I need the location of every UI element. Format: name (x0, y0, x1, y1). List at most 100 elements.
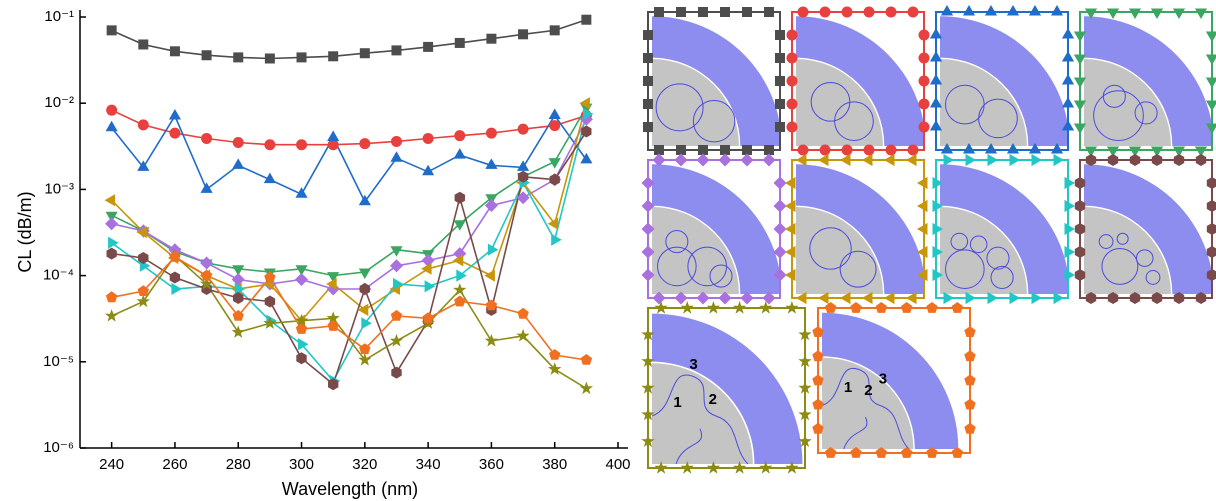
marker (918, 75, 930, 87)
marker (643, 99, 653, 109)
series-line (110, 114, 588, 204)
marker (1205, 54, 1216, 65)
marker (1061, 97, 1075, 108)
data-point (517, 160, 530, 171)
x-tick-label: 380 (542, 456, 567, 473)
marker (964, 374, 976, 386)
marker (773, 222, 787, 236)
marker (1129, 154, 1141, 166)
marker (1073, 123, 1087, 134)
marker (798, 407, 812, 421)
data-point (232, 310, 244, 321)
data-point (327, 130, 340, 141)
marker (984, 143, 998, 154)
marker (932, 199, 943, 213)
data-point (199, 277, 214, 290)
data-point (264, 271, 276, 283)
data-point (326, 311, 340, 324)
marker (759, 461, 773, 474)
data-point (136, 294, 150, 308)
data-point (327, 139, 339, 151)
data-point (453, 283, 467, 296)
marker (987, 153, 998, 167)
data-point (168, 109, 181, 120)
marker (932, 245, 943, 259)
marker (862, 153, 873, 167)
core-boundary (651, 374, 749, 465)
marker (1031, 153, 1042, 167)
marker (1064, 222, 1075, 236)
x-tick-label: 260 (162, 456, 187, 473)
marker (785, 268, 796, 282)
data-point (232, 137, 244, 149)
marker (918, 52, 930, 64)
marker (718, 153, 732, 167)
series-line (111, 255, 587, 361)
inset-panel (641, 153, 787, 305)
marker (1194, 8, 1208, 19)
marker (1031, 291, 1042, 305)
marker (1050, 5, 1064, 16)
data-point (200, 182, 213, 193)
data-point (169, 271, 181, 284)
marker (1173, 292, 1185, 304)
inset-panel (785, 153, 928, 305)
marker (643, 53, 653, 63)
data-point (453, 220, 466, 231)
marker (1061, 120, 1075, 131)
marker (1074, 269, 1086, 281)
marker (785, 222, 796, 236)
marker (641, 268, 655, 282)
cladding (940, 59, 1027, 147)
inset-geometry (940, 16, 1068, 147)
data-point (233, 292, 244, 304)
data-point (579, 97, 590, 110)
marker (764, 145, 774, 155)
marker (786, 75, 798, 87)
data-point (294, 313, 309, 327)
marker (654, 145, 664, 155)
core-tube (1145, 270, 1161, 285)
data-point (263, 172, 276, 184)
core-tube (657, 246, 697, 287)
data-point (456, 269, 467, 282)
marker (940, 5, 954, 16)
data-point (105, 211, 118, 223)
marker (759, 301, 773, 314)
marker (964, 326, 976, 337)
x-tick-label: 340 (416, 456, 441, 473)
data-point (421, 262, 432, 275)
data-point (137, 119, 149, 131)
tube-ring (1084, 164, 1212, 294)
marker (773, 268, 787, 282)
marker (1128, 8, 1142, 19)
data-point (137, 285, 149, 296)
core-tube (1101, 247, 1139, 285)
data-point (296, 352, 307, 365)
data-point (548, 108, 561, 119)
marker (641, 222, 655, 236)
marker (698, 145, 708, 155)
data-point (547, 217, 559, 230)
marker (1028, 143, 1042, 154)
marker (797, 144, 809, 156)
series-line (111, 131, 588, 386)
marker (1074, 177, 1086, 189)
y-tick-label: 10⁻³ (44, 180, 74, 197)
data-point (581, 14, 592, 25)
data-point (422, 164, 435, 176)
data-point (359, 138, 371, 150)
data-point (422, 132, 434, 144)
marker (943, 153, 954, 167)
marker (773, 245, 787, 259)
marker (798, 434, 812, 447)
data-point (263, 316, 277, 329)
marker (798, 381, 812, 394)
inset-label: 1 (844, 379, 852, 396)
data-point (516, 191, 530, 205)
tube-ring (940, 16, 1068, 146)
data-point (484, 333, 499, 347)
inset-panel (786, 6, 930, 156)
core-tube (1093, 90, 1144, 141)
